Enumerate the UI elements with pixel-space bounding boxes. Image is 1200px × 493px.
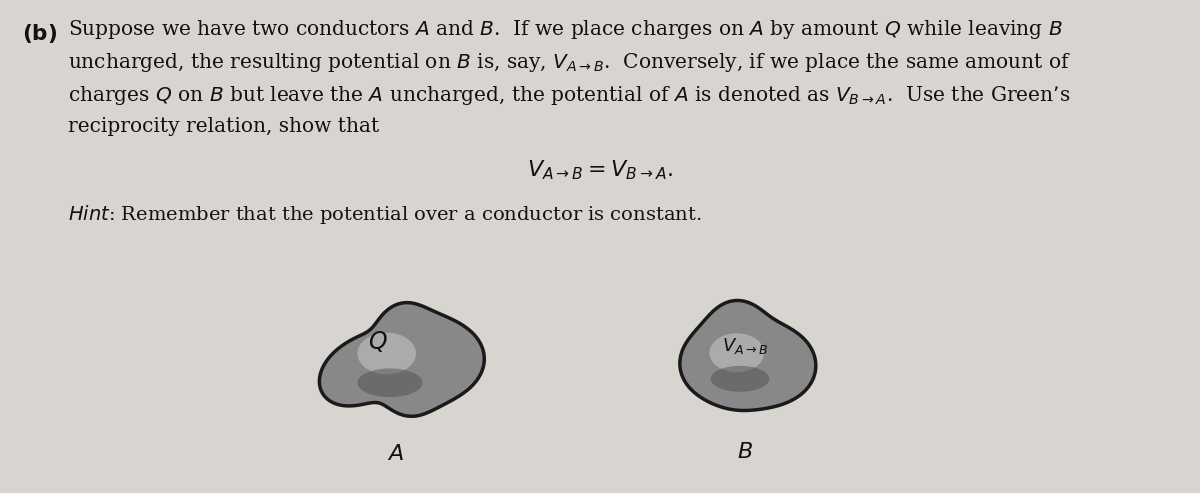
Text: $V_{A\rightarrow B} = V_{B\rightarrow A}.$: $V_{A\rightarrow B} = V_{B\rightarrow A}…	[527, 158, 673, 181]
Text: charges $Q$ on $B$ but leave the $A$ uncharged, the potential of $A$ is denoted : charges $Q$ on $B$ but leave the $A$ unc…	[68, 84, 1070, 107]
Text: reciprocity relation, show that: reciprocity relation, show that	[68, 117, 379, 136]
Text: $Q$: $Q$	[368, 329, 388, 354]
Text: uncharged, the resulting potential on $B$ is, say, $V_{A\rightarrow B}$.  Conver: uncharged, the resulting potential on $B…	[68, 51, 1072, 74]
Text: $V_{A\rightarrow B}$: $V_{A\rightarrow B}$	[722, 336, 768, 356]
Text: Suppose we have two conductors $A$ and $B$.  If we place charges on $A$ by amoun: Suppose we have two conductors $A$ and $…	[68, 18, 1063, 41]
Polygon shape	[710, 366, 769, 392]
Polygon shape	[680, 301, 816, 411]
Polygon shape	[319, 303, 485, 416]
Polygon shape	[358, 368, 422, 397]
Text: $B$: $B$	[737, 441, 752, 463]
Polygon shape	[709, 333, 764, 372]
Polygon shape	[358, 333, 416, 374]
Text: $\mathit{Hint}$: Remember that the potential over a conductor is constant.: $\mathit{Hint}$: Remember that the poten…	[68, 203, 702, 226]
Text: $\mathbf{(b)}$: $\mathbf{(b)}$	[22, 22, 58, 45]
Text: $A$: $A$	[386, 443, 403, 465]
